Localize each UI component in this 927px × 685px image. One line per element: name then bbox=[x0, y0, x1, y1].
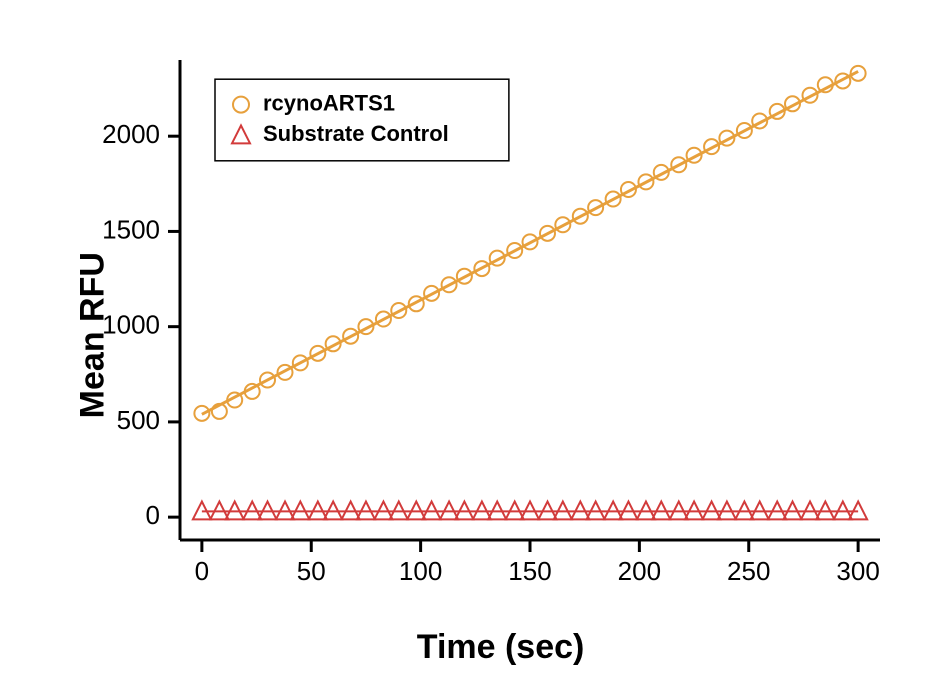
legend: rcynoARTS1 Substrate Control bbox=[215, 79, 509, 161]
x-tick-label: 0 bbox=[195, 556, 209, 586]
x-tick-label: 50 bbox=[297, 556, 326, 586]
legend-label: rcynoARTS1 bbox=[263, 90, 395, 115]
legend-label: Substrate Control bbox=[263, 121, 449, 146]
y-tick-label: 1500 bbox=[102, 214, 160, 244]
chart-svg: 0500100015002000050100150200250300rcynoA… bbox=[0, 0, 927, 685]
x-axis-label: Time (sec) bbox=[417, 628, 585, 667]
x-tick-label: 200 bbox=[618, 556, 661, 586]
x-tick-label: 250 bbox=[727, 556, 770, 586]
chart-container: Mean RFU Time (sec) 05001000150020000501… bbox=[0, 0, 927, 685]
x-tick-label: 150 bbox=[508, 556, 551, 586]
y-tick-label: 0 bbox=[146, 500, 160, 530]
y-tick-label: 2000 bbox=[102, 119, 160, 149]
x-tick-label: 100 bbox=[399, 556, 442, 586]
x-tick-label: 300 bbox=[836, 556, 879, 586]
y-tick-label: 500 bbox=[117, 405, 160, 435]
y-axis-label: Mean RFU bbox=[74, 252, 113, 418]
